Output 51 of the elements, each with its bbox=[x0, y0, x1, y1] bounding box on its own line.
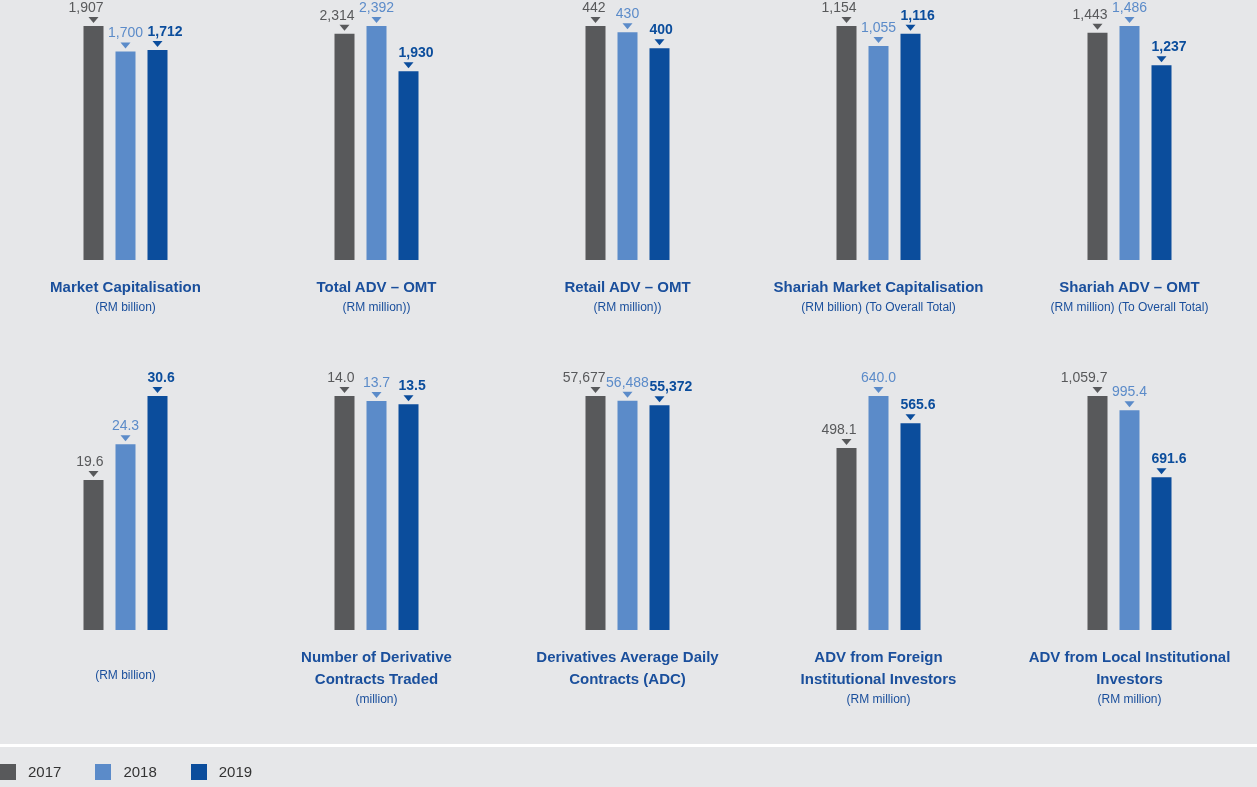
data-label: 1,712 bbox=[147, 22, 183, 39]
data-label: 2,314 bbox=[319, 6, 355, 23]
text: (RM million)) bbox=[341, 300, 412, 314]
text: Shariah ADV – OMT bbox=[1058, 277, 1201, 297]
category-label: 2017 bbox=[28, 763, 62, 780]
data-label: 1,486 bbox=[1111, 0, 1148, 15]
data-label: 1,055 bbox=[860, 19, 897, 36]
data-label: 57,677 bbox=[562, 369, 606, 385]
text: (RM million) bbox=[1096, 692, 1163, 706]
data-label: 19.6 bbox=[76, 453, 104, 470]
text: Shariah Market Capitalisation bbox=[772, 277, 985, 297]
text: Derivatives Average Daily Contracts (ADC) bbox=[535, 647, 720, 689]
text: (RM million) bbox=[845, 692, 912, 706]
text: (RM million) (To Overall Total) bbox=[1049, 300, 1210, 314]
text: ADV from Local Institutional Investors bbox=[1027, 647, 1232, 689]
text: Retail ADV – OMT bbox=[563, 277, 692, 297]
data-label: 442 bbox=[582, 0, 606, 15]
data-label: 1,907 bbox=[68, 0, 104, 15]
data-label: 55,372 bbox=[649, 378, 693, 395]
text: (million) bbox=[354, 692, 399, 706]
text: Total ADV – OMT bbox=[315, 277, 438, 297]
data-label: 2,392 bbox=[358, 0, 395, 15]
data-label: 1,059.7 bbox=[1060, 369, 1108, 385]
category-label: 2019 bbox=[218, 763, 253, 780]
data-label: 400 bbox=[649, 21, 674, 38]
text: (RM billion) bbox=[94, 300, 157, 314]
data-label: 1,154 bbox=[821, 0, 857, 15]
data-label: 30.6 bbox=[147, 369, 175, 385]
data-label: 13.5 bbox=[398, 377, 426, 394]
data-label: 1,700 bbox=[107, 24, 144, 41]
data-label: 565.6 bbox=[900, 396, 936, 413]
data-label: 1,116 bbox=[900, 6, 935, 23]
data-label: 691.6 bbox=[1151, 450, 1187, 467]
data-label: 13.7 bbox=[362, 374, 391, 391]
data-label: 640.0 bbox=[860, 369, 897, 385]
text: (RM billion) bbox=[94, 668, 157, 682]
text: (RM billion) (To Overall Total) bbox=[800, 300, 957, 314]
data-label: 498.1 bbox=[821, 420, 857, 437]
category-label: 2018 bbox=[123, 763, 157, 780]
data-label: 1,930 bbox=[398, 44, 434, 61]
data-label: 24.3 bbox=[111, 417, 140, 434]
text: (RM million)) bbox=[592, 300, 663, 314]
data-label: 430 bbox=[615, 5, 640, 22]
text: Market Capitalisation bbox=[49, 277, 202, 297]
text: ADV from Foreign Institutional Investors bbox=[799, 647, 958, 689]
data-label: 995.4 bbox=[1111, 383, 1148, 400]
data-label: 1,443 bbox=[1072, 5, 1108, 22]
text: Number of Derivative Contracts Traded bbox=[300, 647, 453, 689]
data-label: 14.0 bbox=[327, 369, 355, 385]
data-label: 56,488 bbox=[606, 373, 650, 390]
data-label: 1,237 bbox=[1151, 38, 1187, 55]
